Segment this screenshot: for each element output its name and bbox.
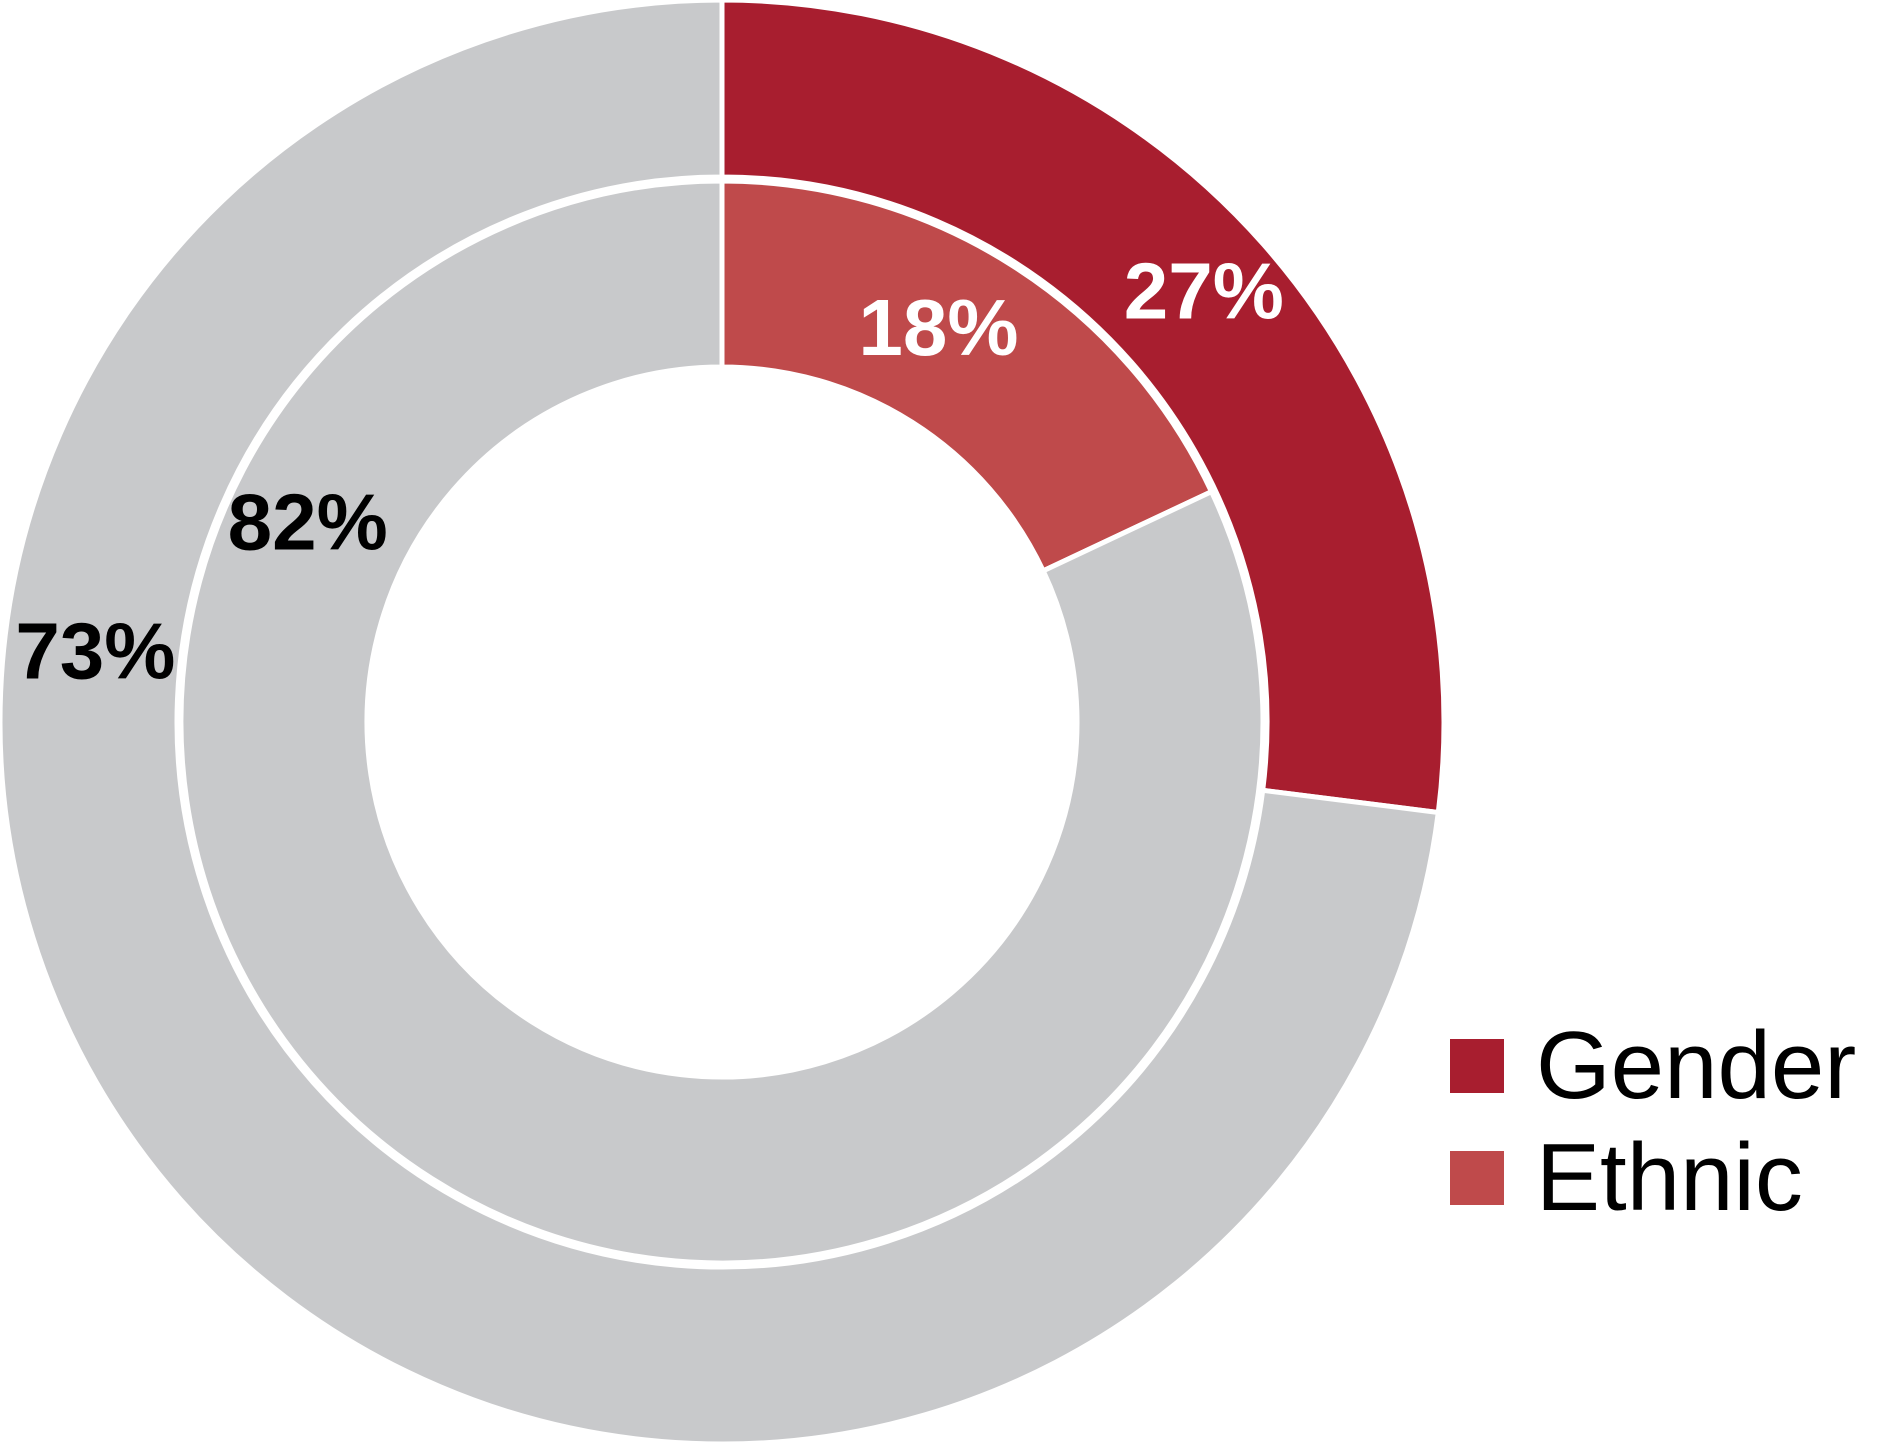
legend: Gender Ethnic bbox=[1450, 1010, 1856, 1234]
outer-ring-gender bbox=[0, 0, 1447, 1444]
slice-labels: 27% 73% 18% 82% bbox=[15, 246, 1284, 695]
slice-ethnic-0 bbox=[719, 178, 1215, 575]
slice-label-ethnic-1: 82% bbox=[228, 477, 388, 566]
slice-label-gender-1: 73% bbox=[15, 606, 175, 695]
legend-swatch-ethnic bbox=[1450, 1151, 1504, 1205]
inner-ring-ethnic bbox=[178, 178, 1266, 1266]
legend-label-gender: Gender bbox=[1536, 1012, 1857, 1119]
legend-item-ethnic: Ethnic bbox=[1450, 1122, 1856, 1234]
slice-ethnic-1 bbox=[178, 178, 1266, 1266]
legend-label-ethnic: Ethnic bbox=[1536, 1124, 1803, 1231]
legend-swatch-gender bbox=[1450, 1039, 1504, 1093]
slice-gender-1 bbox=[0, 0, 1439, 1444]
slice-label-ethnic-0: 18% bbox=[858, 283, 1018, 372]
slice-gender-0 bbox=[719, 0, 1447, 816]
slice-label-gender-0: 27% bbox=[1124, 246, 1284, 335]
legend-item-gender: Gender bbox=[1450, 1010, 1856, 1122]
